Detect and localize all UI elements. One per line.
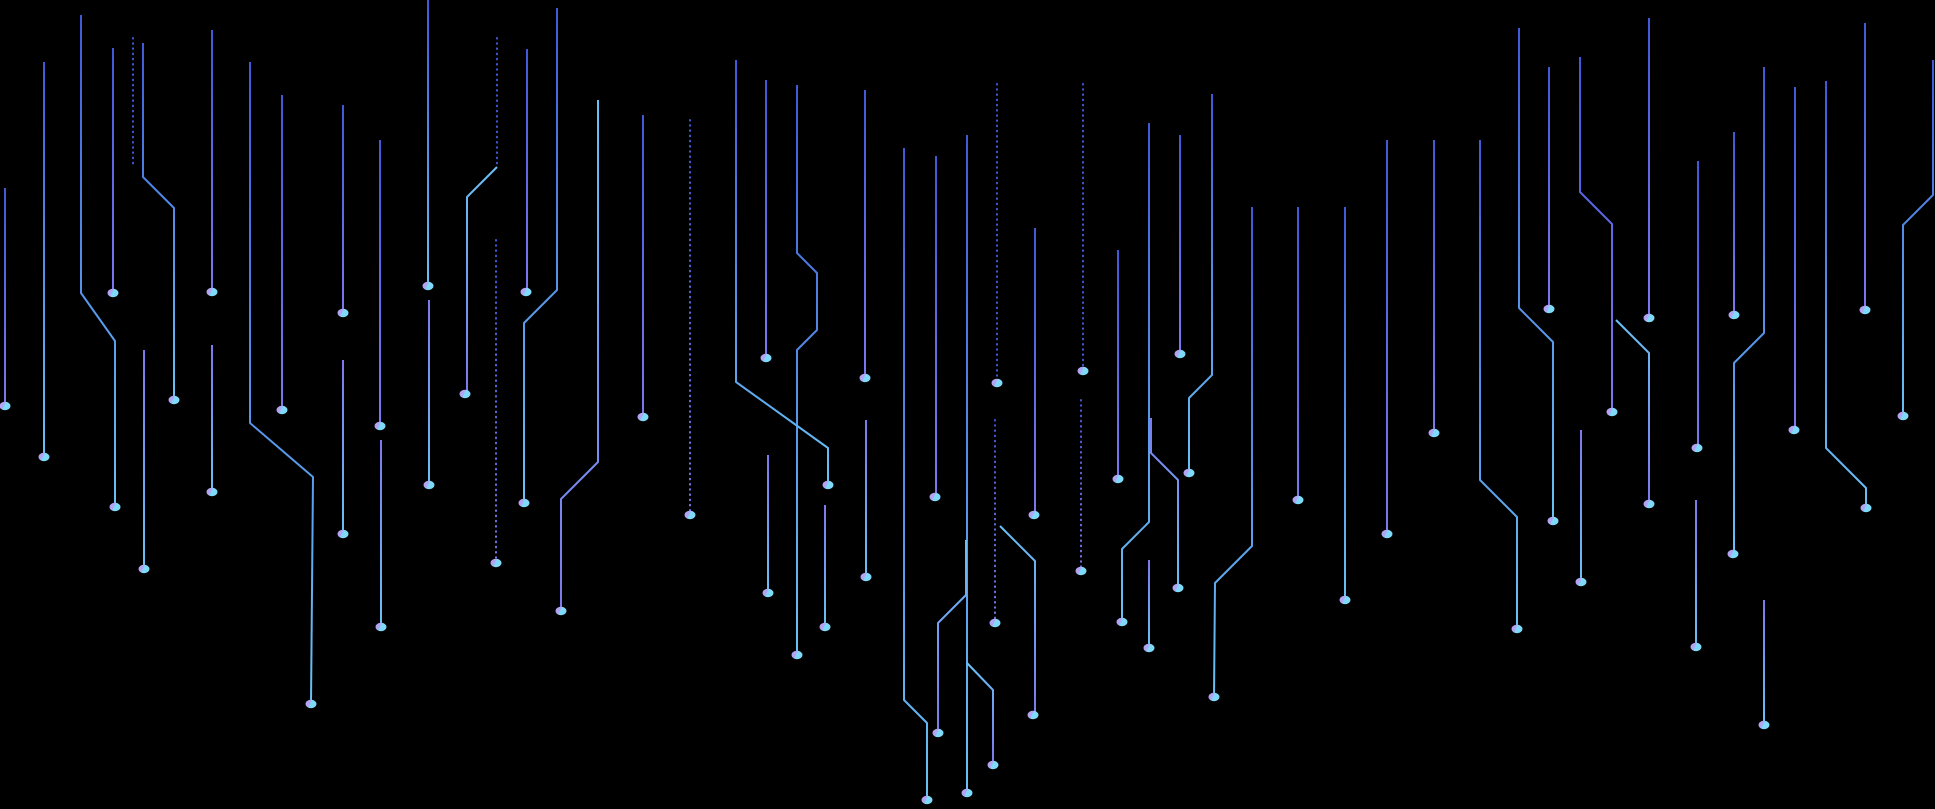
trace-endpoint-dot [337, 529, 349, 539]
circuit-trace [796, 85, 818, 655]
trace-endpoint-dot [1758, 720, 1770, 730]
trace-endpoint-dot [1728, 310, 1740, 320]
circuit-trace [903, 148, 928, 800]
trace-endpoint-dot [374, 421, 386, 431]
trace-endpoint-dot [490, 558, 502, 568]
trace-endpoint-dot [1643, 499, 1655, 509]
circuit-trace [1615, 319, 1650, 504]
trace-endpoint-dot [1172, 583, 1184, 593]
trace-endpoint-dot [1727, 549, 1739, 559]
trace-endpoint-dot [1860, 503, 1872, 513]
trace-endpoint-dot [921, 795, 933, 805]
trace-endpoint-dot [1116, 617, 1128, 627]
trace-endpoint-dot [1339, 595, 1351, 605]
trace-endpoint-dot [929, 492, 941, 502]
trace-endpoint-dot [1575, 577, 1587, 587]
trace-endpoint-dot [762, 588, 774, 598]
circuit-trace [249, 62, 314, 705]
trace-endpoint-dot [684, 510, 696, 520]
trace-endpoint-dot [555, 606, 567, 616]
trace-endpoint-dot [1788, 425, 1800, 435]
trace-endpoint-dot [276, 405, 288, 415]
circuit-trace [1479, 140, 1518, 629]
trace-endpoint-dot [1381, 529, 1393, 539]
trace-endpoint-dot [1183, 468, 1195, 478]
trace-endpoint-dot [1112, 474, 1124, 484]
trace-endpoint-dot [422, 281, 434, 291]
circuit-trace [1150, 418, 1179, 588]
circuit-trace [1579, 57, 1613, 412]
trace-endpoint-dot [637, 412, 649, 422]
trace-endpoint-dot [1143, 643, 1155, 653]
trace-endpoint-dot [991, 378, 1003, 388]
circuit-trace [142, 43, 175, 400]
circuit-trace [1518, 28, 1554, 521]
trace-endpoint-dot [760, 353, 772, 363]
trace-endpoint-dot [109, 502, 121, 512]
trace-endpoint-dot [423, 480, 435, 490]
trace-endpoint-dot [1028, 510, 1040, 520]
trace-endpoint-dot [1027, 710, 1039, 720]
trace-endpoint-dot [107, 288, 119, 298]
trace-endpoint-dot [1075, 566, 1087, 576]
trace-endpoint-dot [1859, 305, 1871, 315]
trace-endpoint-dot [860, 572, 872, 582]
trace-endpoint-dot [520, 287, 532, 297]
trace-endpoint-dot [1547, 516, 1559, 526]
circuit-trace [1188, 94, 1213, 473]
trace-endpoint-dot [859, 373, 871, 383]
trace-endpoint-dot [791, 650, 803, 660]
circuit-trace [1121, 123, 1150, 622]
trace-endpoint-dot [987, 760, 999, 770]
trace-endpoint-dot [1690, 642, 1702, 652]
trace-endpoint-dot [206, 287, 218, 297]
trace-endpoint-dot [989, 618, 1001, 628]
trace-endpoint-dot [138, 564, 150, 574]
circuit-trace [1902, 60, 1934, 416]
trace-endpoint-dot [1897, 411, 1909, 421]
circuit-trace [523, 8, 558, 503]
circuit-trace [466, 166, 498, 394]
circuit-trace [1825, 81, 1867, 508]
trace-endpoint-dot [38, 452, 50, 462]
trace-endpoint-dot [1691, 443, 1703, 453]
circuit-trace [1213, 207, 1253, 698]
trace-endpoint-dot [961, 788, 973, 798]
circuit-trace [937, 540, 967, 733]
trace-endpoint-dot [1511, 624, 1523, 634]
trace-endpoint-dot [1077, 366, 1089, 376]
trace-endpoint-dot [1292, 495, 1304, 505]
circuit-trace [999, 525, 1036, 715]
trace-endpoint-dot [305, 699, 317, 709]
trace-endpoint-dot [1208, 692, 1220, 702]
trace-endpoint-dot [1606, 407, 1618, 417]
circuit-trace [560, 100, 599, 611]
trace-endpoint-dot [822, 480, 834, 490]
trace-endpoint-dot [206, 487, 218, 497]
trace-endpoint-dot [819, 622, 831, 632]
trace-endpoint-dot [168, 395, 180, 405]
trace-endpoint-dot [375, 622, 387, 632]
circuit-trace [735, 60, 829, 485]
trace-endpoint-dot [337, 308, 349, 318]
trace-endpoint-dot [518, 498, 530, 508]
trace-endpoint-dot [0, 401, 11, 411]
circuit-trace [80, 15, 116, 507]
trace-endpoint-dot [1174, 349, 1186, 359]
circuit-trace [1733, 67, 1765, 554]
trace-endpoint-dot [459, 389, 471, 399]
trace-endpoint-dot [932, 728, 944, 738]
trace-endpoint-dot [1428, 428, 1440, 438]
circuit-trace [966, 662, 994, 765]
trace-endpoint-dot [1543, 304, 1555, 314]
trace-endpoint-dot [1643, 313, 1655, 323]
